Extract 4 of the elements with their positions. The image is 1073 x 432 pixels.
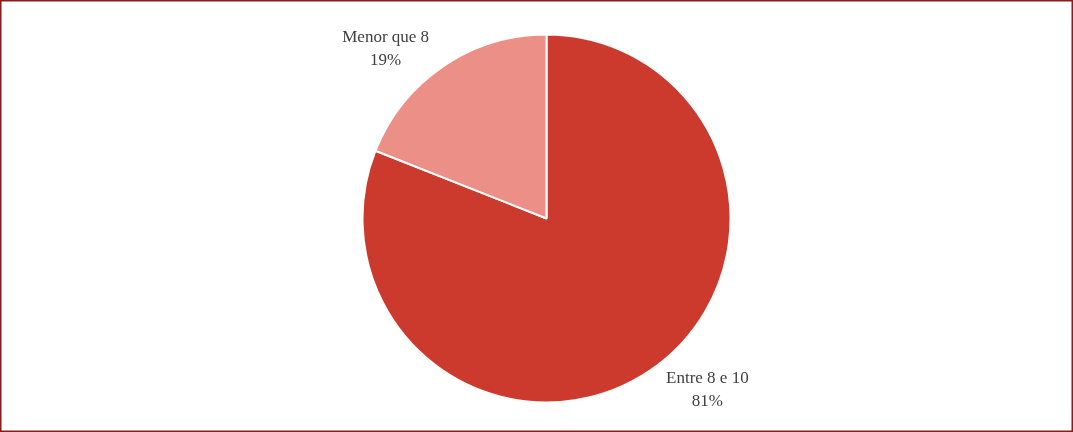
data-label: 81% <box>691 390 723 410</box>
slice-label: Menor que 8 <box>342 27 430 47</box>
slice-label: Entre 8 e 10 <box>666 368 749 388</box>
data-label: 19% <box>370 49 402 69</box>
